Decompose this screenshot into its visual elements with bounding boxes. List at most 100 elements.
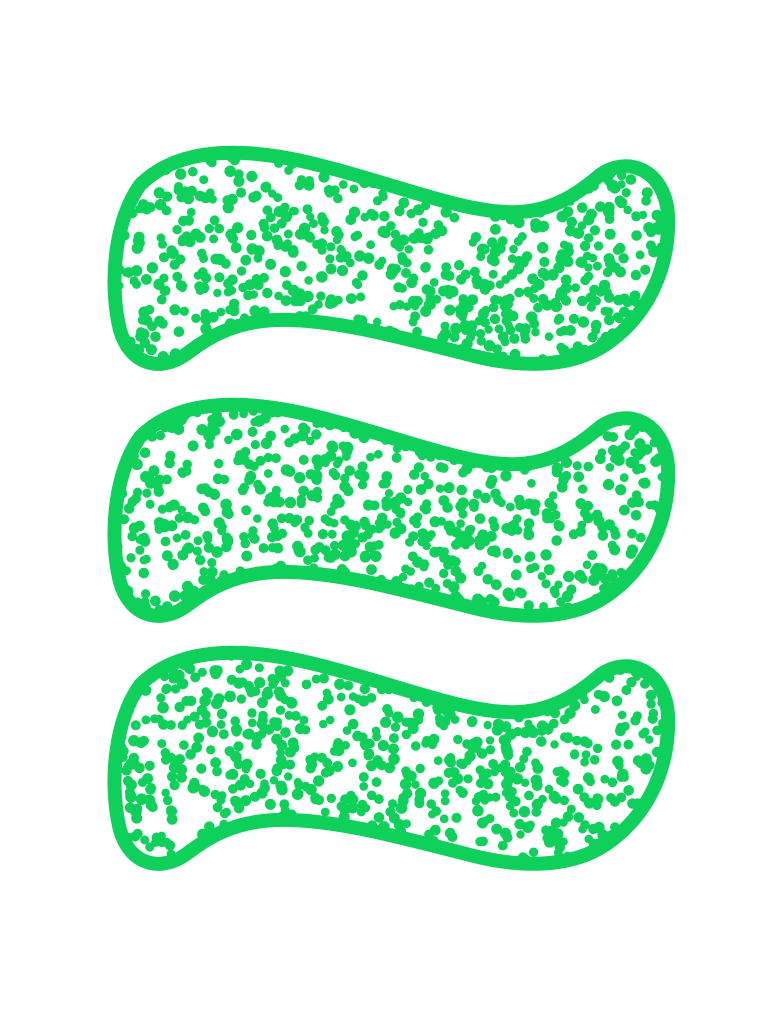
speckle-dot bbox=[404, 664, 415, 675]
speckle-dot bbox=[419, 852, 431, 864]
speckle-dot bbox=[232, 619, 241, 628]
speckle-dot bbox=[495, 763, 505, 773]
speckle-dot bbox=[509, 333, 520, 344]
speckle-dot bbox=[402, 302, 412, 311]
speckle-dot bbox=[221, 541, 232, 553]
speckle-dot bbox=[131, 242, 143, 254]
speckle-dot bbox=[531, 327, 540, 337]
speckle-dot bbox=[649, 500, 660, 511]
speckle-dot bbox=[648, 708, 659, 719]
speckle-dot bbox=[273, 686, 285, 698]
speckle-dot bbox=[566, 584, 577, 595]
speckle-dot bbox=[522, 746, 532, 757]
speckle-dot bbox=[619, 473, 629, 482]
speckle-dot bbox=[135, 204, 144, 214]
speckle-dot bbox=[173, 669, 185, 681]
speckle-dot bbox=[196, 424, 208, 436]
speckle-dot bbox=[422, 499, 432, 509]
speckle-dot bbox=[524, 723, 536, 735]
speckle-dot bbox=[304, 276, 313, 285]
speckle-dot bbox=[120, 367, 129, 376]
speckle-dot bbox=[442, 681, 454, 692]
speckle-dot bbox=[475, 329, 486, 339]
speckle-dot bbox=[233, 803, 245, 814]
speckle-dot bbox=[247, 866, 256, 875]
speckle-dot bbox=[130, 805, 142, 818]
speckle-dot bbox=[582, 251, 592, 261]
speckle-dot bbox=[527, 675, 538, 685]
speckle-dot bbox=[413, 412, 424, 423]
speckle-dot bbox=[434, 713, 444, 723]
speckle-dot bbox=[602, 478, 615, 491]
speckle-dot bbox=[635, 532, 646, 543]
speckle-dot bbox=[141, 715, 151, 725]
speckle-dot bbox=[282, 334, 294, 346]
speckle-dot bbox=[450, 715, 460, 724]
speckle-dot bbox=[574, 652, 586, 654]
speckle-dot bbox=[217, 710, 227, 720]
speckle-dot bbox=[514, 681, 524, 692]
speckle-dot bbox=[513, 263, 524, 275]
speckle-dot bbox=[606, 618, 616, 628]
speckle-dot bbox=[374, 259, 385, 270]
speckle-dot bbox=[476, 336, 486, 346]
speckle-dot bbox=[500, 470, 512, 482]
speckle-dot bbox=[287, 246, 299, 258]
speckle-dot bbox=[261, 607, 274, 616]
speckle-dot bbox=[577, 202, 588, 213]
speckle-dot bbox=[158, 239, 167, 249]
speckle-dot bbox=[384, 611, 394, 616]
speckle-dot bbox=[473, 677, 484, 687]
speckle-dot bbox=[412, 619, 423, 630]
speckle-dot bbox=[568, 669, 580, 681]
speckle-dot bbox=[506, 654, 518, 666]
wavy-shape-3 bbox=[113, 640, 675, 879]
speckle-dot bbox=[474, 513, 486, 524]
speckle-dot bbox=[405, 603, 417, 615]
speckle-dot bbox=[492, 718, 504, 730]
speckle-dot bbox=[579, 792, 590, 803]
speckle-dot bbox=[525, 311, 538, 324]
speckle-dot bbox=[168, 762, 178, 773]
speckle-dot bbox=[244, 341, 254, 351]
speckle-dot bbox=[357, 845, 370, 858]
speckle-dot bbox=[626, 652, 636, 656]
speckle-dot bbox=[440, 408, 450, 418]
speckle-dot bbox=[423, 478, 434, 490]
speckle-dot bbox=[616, 772, 626, 782]
speckle-dot bbox=[193, 732, 205, 744]
speckle-dot bbox=[582, 409, 593, 420]
speckle-dot bbox=[605, 618, 616, 629]
speckle-dot bbox=[275, 780, 286, 791]
speckle-dot bbox=[414, 798, 425, 809]
speckle-dot bbox=[372, 196, 383, 206]
speckle-dot bbox=[568, 529, 579, 540]
speckle-dot bbox=[211, 546, 223, 558]
speckle-dot bbox=[263, 841, 273, 851]
speckle-dot bbox=[150, 595, 161, 607]
speckle-dot bbox=[244, 358, 256, 364]
speckle-dot bbox=[224, 435, 233, 445]
speckle-dot bbox=[402, 258, 412, 268]
speckle-dot bbox=[475, 837, 485, 847]
speckle-dot bbox=[371, 141, 380, 150]
speckle-dot bbox=[650, 225, 660, 235]
speckle-dot bbox=[476, 243, 489, 256]
speckle-dot bbox=[631, 211, 642, 222]
speckle-dot bbox=[412, 708, 425, 720]
speckle-dot bbox=[417, 528, 429, 539]
speckle-dot bbox=[420, 856, 432, 864]
speckle-dot bbox=[612, 245, 623, 255]
speckle-dot bbox=[571, 652, 581, 657]
speckle-dot bbox=[247, 426, 258, 437]
speckle-dot bbox=[410, 404, 421, 408]
speckle-dot bbox=[396, 601, 406, 611]
speckle-dot bbox=[558, 168, 569, 178]
speckle-dot bbox=[230, 843, 240, 853]
speckle-dot bbox=[435, 462, 446, 473]
speckle-dot bbox=[118, 404, 129, 407]
speckle-dot bbox=[292, 540, 304, 552]
speckle-dot bbox=[541, 392, 552, 403]
speckle-dot bbox=[572, 783, 584, 795]
speckle-dot bbox=[554, 580, 563, 589]
